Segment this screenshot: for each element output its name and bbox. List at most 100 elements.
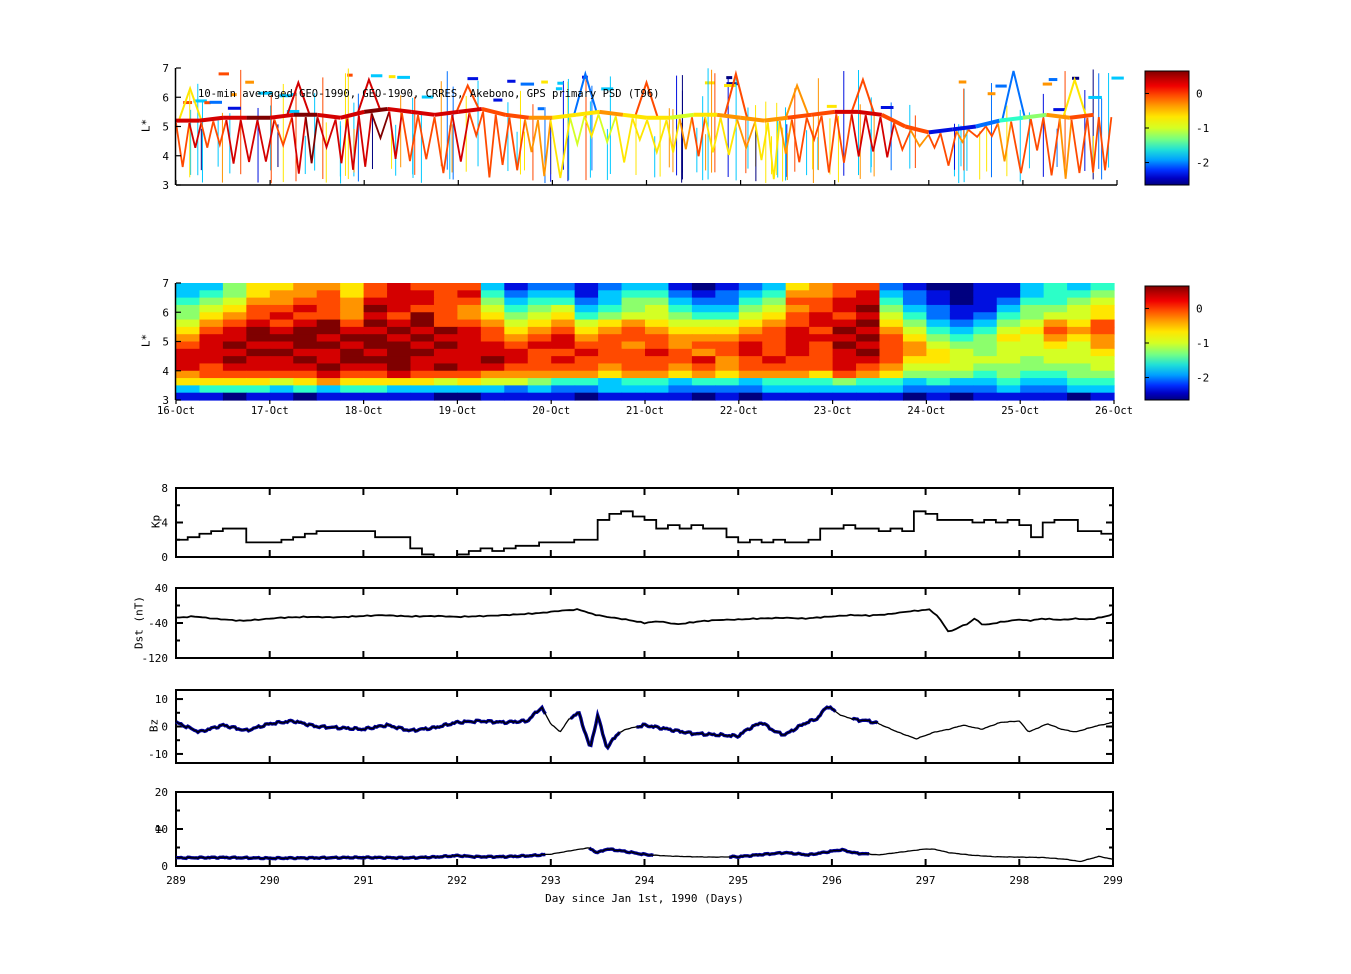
heatmap-cell bbox=[926, 356, 951, 365]
heatmap-cell bbox=[1020, 297, 1045, 306]
x-tick-label: 291 bbox=[353, 874, 373, 887]
heatmap-cell bbox=[176, 378, 201, 386]
heatmap-cell bbox=[1020, 334, 1045, 343]
geo-band-segment bbox=[669, 112, 694, 120]
heatmap-cell bbox=[785, 334, 810, 343]
heatmap-cell bbox=[551, 334, 576, 343]
heatmap-cell bbox=[598, 312, 623, 321]
heatmap-cell bbox=[363, 378, 388, 386]
heatmap-cell bbox=[809, 319, 834, 328]
heatmap-cell bbox=[410, 385, 435, 394]
heatmap-cell bbox=[1090, 283, 1115, 291]
heatmap-cell bbox=[293, 326, 318, 335]
heatmap-cell bbox=[527, 385, 552, 394]
heatmap-cell bbox=[691, 363, 716, 372]
heatmap-cell bbox=[480, 392, 505, 401]
heatmap-cell bbox=[527, 363, 552, 372]
heatmap-cell bbox=[293, 348, 318, 357]
heatmap-cell bbox=[222, 363, 247, 372]
heatmap-cell bbox=[785, 283, 810, 291]
kp-series bbox=[176, 510, 1113, 558]
heatmap-cell bbox=[715, 370, 740, 379]
orbit-trace bbox=[955, 129, 970, 144]
orbit-trace bbox=[316, 116, 337, 151]
heatmap-cell bbox=[832, 370, 857, 379]
heatmap-cell bbox=[457, 385, 482, 394]
heatmap-cell bbox=[926, 297, 951, 306]
heatmap-cell bbox=[668, 297, 693, 306]
heatmap-cell bbox=[856, 304, 881, 313]
heatmap-cell bbox=[410, 304, 435, 313]
colorbar-2 bbox=[1144, 285, 1190, 401]
heatmap-cell bbox=[996, 392, 1021, 401]
heatmap-cell bbox=[1090, 356, 1115, 365]
heatmap-cell bbox=[574, 283, 599, 291]
y-tick-label: 4 bbox=[162, 365, 169, 378]
y-tick-label: -120 bbox=[142, 652, 169, 665]
heatmap-cell bbox=[691, 326, 716, 335]
heatmap-cell bbox=[199, 297, 224, 306]
heatmap-cell bbox=[480, 378, 505, 386]
heatmap-cell bbox=[691, 341, 716, 350]
heatmap-cell bbox=[410, 392, 435, 401]
heatmap-cell bbox=[645, 363, 670, 372]
heatmap-cell bbox=[621, 348, 646, 357]
y-tick-label: 5 bbox=[162, 336, 169, 349]
heatmap-cell bbox=[457, 326, 482, 335]
heatmap-cell bbox=[996, 297, 1021, 306]
heatmap-cell bbox=[387, 319, 412, 328]
heatmap-cell bbox=[199, 304, 224, 313]
x-tick-label: 296 bbox=[822, 874, 842, 887]
heatmap-cell bbox=[199, 312, 224, 321]
heatmap-cell bbox=[879, 348, 904, 357]
heatmap-cell bbox=[527, 334, 552, 343]
heatmap-cell bbox=[269, 341, 294, 350]
heatmap-cell bbox=[832, 385, 857, 394]
heatmap-cell bbox=[269, 392, 294, 401]
heatmap-cell bbox=[738, 283, 763, 291]
heatmap-cell bbox=[879, 290, 904, 299]
heatmap-cell bbox=[222, 319, 247, 328]
heatmap-cell bbox=[762, 312, 787, 321]
heatmap-cell bbox=[785, 370, 810, 379]
heatmap-cell bbox=[480, 312, 505, 321]
heatmap-cell bbox=[996, 283, 1021, 291]
heatmap-cell bbox=[293, 392, 318, 401]
heatmap-cell bbox=[410, 297, 435, 306]
heatmap-cell bbox=[691, 297, 716, 306]
heatmap-cell bbox=[199, 334, 224, 343]
heatmap-cell bbox=[1020, 319, 1045, 328]
heatmap-cell bbox=[973, 378, 998, 386]
colorbar-tick-label: -1 bbox=[1196, 337, 1209, 350]
heatmap-cell bbox=[809, 334, 834, 343]
orbit-trace bbox=[820, 114, 838, 173]
heatmap-cell bbox=[480, 356, 505, 365]
heatmap-cell bbox=[457, 290, 482, 299]
heatmap-cell bbox=[246, 341, 271, 350]
heatmap-cell bbox=[856, 392, 881, 401]
heatmap-cell bbox=[246, 283, 271, 291]
heatmap-cell bbox=[1043, 356, 1068, 365]
heatmap-cell bbox=[996, 385, 1021, 394]
heatmap-cell bbox=[598, 370, 623, 379]
heatmap-cell bbox=[715, 312, 740, 321]
heatmap-cell bbox=[1020, 370, 1045, 379]
geo-band-segment bbox=[505, 112, 530, 120]
heatmap-cell bbox=[551, 348, 576, 357]
heatmap-cell bbox=[949, 378, 974, 386]
dst-ylabel: Dst (nT) bbox=[132, 596, 146, 649]
heatmap-cell bbox=[504, 341, 529, 350]
heatmap-cell bbox=[973, 334, 998, 343]
heatmap-cell bbox=[996, 326, 1021, 335]
heatmap-cell bbox=[645, 385, 670, 394]
heatmap-cell bbox=[457, 348, 482, 357]
heatmap-cell bbox=[574, 319, 599, 328]
heatmap-cell bbox=[316, 356, 341, 365]
heatmap-cell bbox=[269, 348, 294, 357]
heatmap-cell bbox=[856, 363, 881, 372]
orbit-trace bbox=[549, 117, 572, 179]
heatmap-cell bbox=[433, 283, 458, 291]
heatmap-cell bbox=[269, 378, 294, 386]
heatmap-cell bbox=[246, 334, 271, 343]
